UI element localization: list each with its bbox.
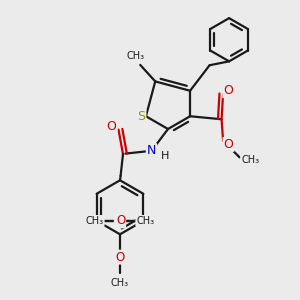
Text: CH₃: CH₃ <box>127 51 145 61</box>
Text: O: O <box>116 250 124 264</box>
Text: CH₃: CH₃ <box>136 216 154 226</box>
Text: N: N <box>147 144 156 157</box>
Text: O: O <box>116 214 125 227</box>
Text: H: H <box>161 151 169 161</box>
Text: O: O <box>115 214 124 227</box>
Text: S: S <box>137 110 146 123</box>
Text: O: O <box>224 138 233 151</box>
Text: CH₃: CH₃ <box>86 216 104 226</box>
Text: O: O <box>223 84 233 97</box>
Text: CH₃: CH₃ <box>241 155 259 165</box>
Text: CH₃: CH₃ <box>111 278 129 288</box>
Text: O: O <box>107 120 116 133</box>
